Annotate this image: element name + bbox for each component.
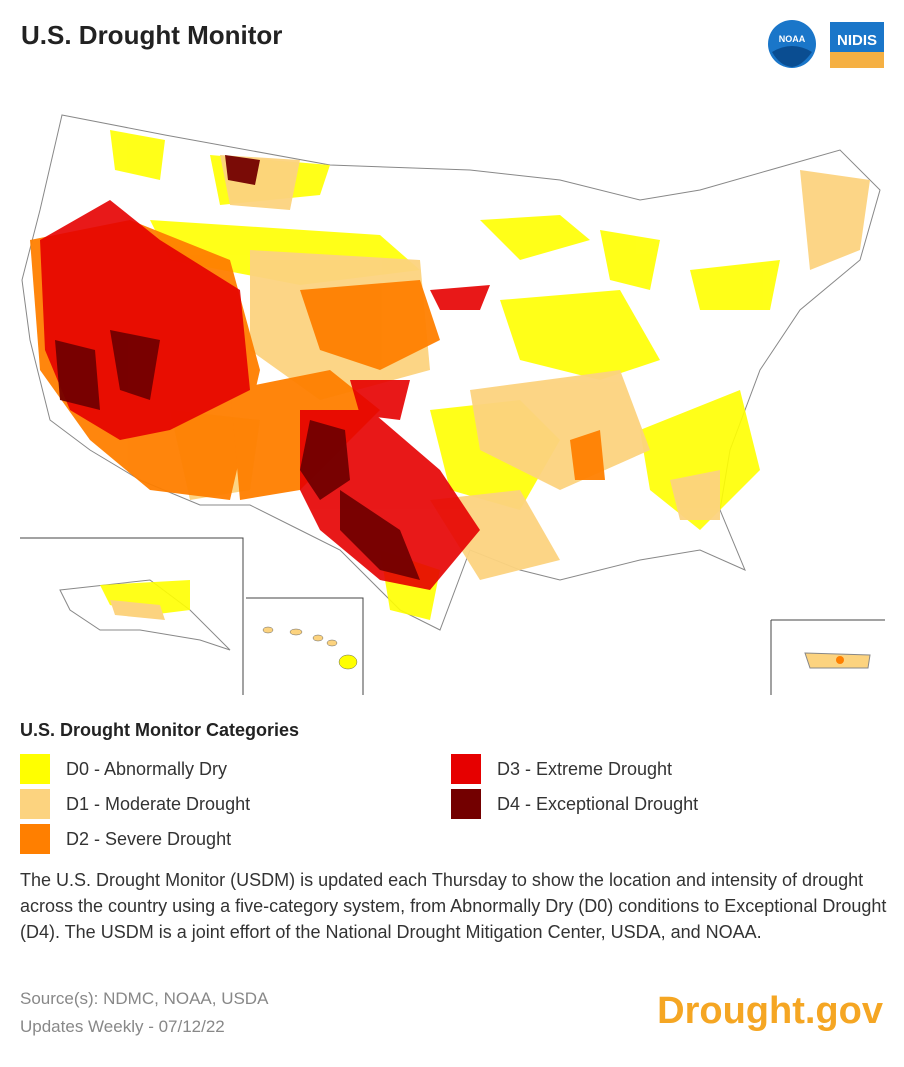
legend-swatch [20, 754, 50, 784]
alaska-d1 [110, 600, 165, 620]
svg-text:NOAA: NOAA [779, 34, 806, 44]
legend-label: D3 - Extreme Drought [497, 758, 673, 779]
partner-logos: NOAA NIDIS [768, 20, 884, 68]
description-text: The U.S. Drought Monitor (USDM) is updat… [20, 870, 887, 942]
svg-text:NIDIS: NIDIS [837, 32, 877, 49]
drought-gov-logo[interactable]: Drought.gov [657, 990, 883, 1032]
legend-swatch [20, 789, 50, 819]
drought-map [20, 114, 885, 695]
inset-frames [20, 537, 885, 695]
legend-label: D4 - Exceptional Drought [497, 793, 699, 814]
source-block: Source(s): NDMC, NOAA, USDA Updates Week… [20, 985, 268, 1041]
legend-swatch [451, 789, 481, 819]
legend-title: U.S. Drought Monitor Categories [20, 720, 299, 740]
hawaii-inset [262, 626, 358, 670]
legend-item-d0: D0 - Abnormally Dry [20, 754, 227, 784]
legend-label: D1 - Moderate Drought [66, 793, 251, 814]
legend-swatch [20, 824, 50, 854]
nidis-logo: NIDIS [830, 22, 884, 68]
legend-item-d1: D1 - Moderate Drought [20, 789, 250, 819]
noaa-logo: NOAA [768, 20, 816, 68]
page-title: U.S. Drought Monitor [21, 20, 283, 50]
d4-areas [55, 155, 420, 580]
legend-item-d3: D3 - Extreme Drought [451, 754, 672, 784]
legend-swatch [451, 754, 481, 784]
legend-item-d2: D2 - Severe Drought [20, 824, 231, 854]
legend-item-d4: D4 - Exceptional Drought [451, 789, 698, 819]
legend-label: D2 - Severe Drought [66, 828, 232, 849]
updated-text: Updates Weekly - 07/12/22 [20, 1017, 225, 1036]
legend-label: D0 - Abnormally Dry [66, 758, 228, 779]
sources-text: Source(s): NDMC, NOAA, USDA [20, 989, 269, 1008]
